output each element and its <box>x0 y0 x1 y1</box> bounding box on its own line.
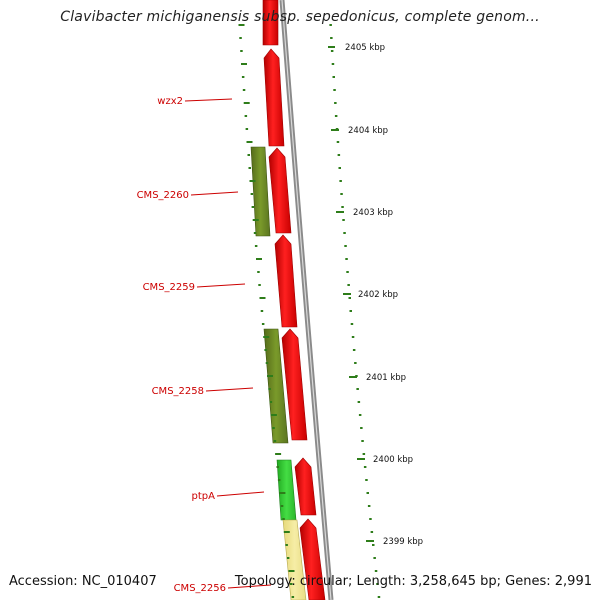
scale-track <box>329 24 381 598</box>
tick-label: 2405 kbp <box>345 43 385 53</box>
forward-cds-arrow[interactable] <box>281 328 308 441</box>
reverse-cds-block[interactable] <box>250 146 271 237</box>
forward-cds-arrow[interactable] <box>263 48 285 147</box>
gc-content-track <box>238 24 295 598</box>
reverse-cds-block[interactable] <box>263 328 289 444</box>
tick-label: 2401 kbp <box>366 373 406 383</box>
scale-labels: 2405 kbp 2404 kbp 2403 kbp 2402 kbp 2401… <box>328 43 423 547</box>
gene-label-CMS_2259[interactable]: CMS_2259 <box>143 282 195 293</box>
gene-label-wzx2[interactable]: wzx2 <box>157 96 183 107</box>
forward-cds-arrow[interactable] <box>274 234 298 328</box>
gene-label-CMS_2258[interactable]: CMS_2258 <box>152 386 204 397</box>
tick-label: 2399 kbp <box>383 537 423 547</box>
gene-labels: wzx2 CMS_2260 CMS_2259 CMS_2258 ptpA CMS… <box>137 96 272 594</box>
reverse-cds-block[interactable] <box>276 459 297 521</box>
tick-label: 2402 kbp <box>358 290 398 300</box>
tick-label: 2404 kbp <box>348 126 388 136</box>
gene-label-ptpA[interactable]: ptpA <box>192 491 216 502</box>
reverse-cds-block[interactable] <box>282 519 307 600</box>
forward-cds-arrow[interactable] <box>268 147 292 234</box>
backbone <box>279 0 334 600</box>
gene-label-CMS_2256[interactable]: CMS_2256 <box>174 583 226 594</box>
forward-cds-arrow[interactable] <box>294 457 317 516</box>
tick-label: 2400 kbp <box>373 455 413 465</box>
forward-cds-track <box>262 0 326 600</box>
map-title: Clavibacter michiganensis subsp. sepedon… <box>60 9 540 25</box>
forward-cds-arrow[interactable] <box>262 0 279 46</box>
forward-cds-arrow[interactable] <box>299 518 326 600</box>
accession-text: Accession: NC_010407 <box>9 574 157 589</box>
topology-info: Topology: circular; Length: 3,258,645 bp… <box>234 574 592 589</box>
gene-label-CMS_2260[interactable]: CMS_2260 <box>137 190 189 201</box>
tick-label: 2403 kbp <box>353 208 393 218</box>
